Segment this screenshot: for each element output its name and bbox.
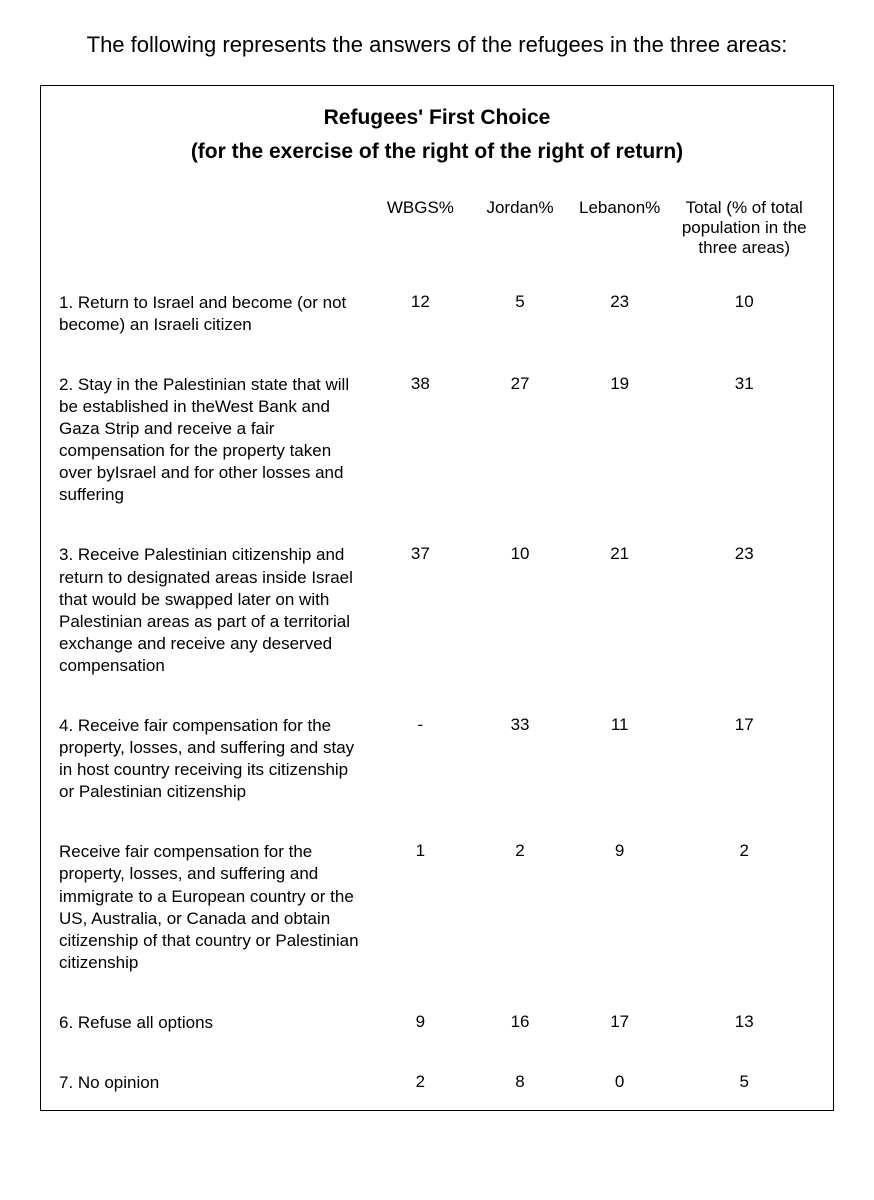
row-total: 5 bbox=[669, 1066, 819, 1098]
row-lebanon: 9 bbox=[570, 835, 670, 1006]
table-row: 2. Stay in the Palestinian state that wi… bbox=[55, 368, 819, 539]
data-table: WBGS% Jordan% Lebanon% Total (% of total… bbox=[55, 192, 819, 1098]
row-wbgs: 37 bbox=[371, 538, 471, 709]
row-jordan: 5 bbox=[470, 286, 570, 368]
row-label: 4. Receive fair compensation for the pro… bbox=[55, 709, 371, 835]
row-lebanon: 23 bbox=[570, 286, 670, 368]
row-jordan: 27 bbox=[470, 368, 570, 539]
row-jordan: 2 bbox=[470, 835, 570, 1006]
row-lebanon: 17 bbox=[570, 1006, 670, 1066]
row-label: Receive fair compensation for the proper… bbox=[55, 835, 371, 1006]
row-jordan: 8 bbox=[470, 1066, 570, 1098]
col-header-total: Total (% of total population in the thre… bbox=[669, 192, 819, 286]
row-total: 10 bbox=[669, 286, 819, 368]
intro-text: The following represents the answers of … bbox=[40, 30, 834, 60]
row-label: 3. Receive Palestinian citizenship and r… bbox=[55, 538, 371, 709]
row-total: 23 bbox=[669, 538, 819, 709]
table-container: Refugees' First Choice (for the exercise… bbox=[40, 85, 834, 1111]
row-total: 31 bbox=[669, 368, 819, 539]
row-lebanon: 21 bbox=[570, 538, 670, 709]
row-lebanon: 19 bbox=[570, 368, 670, 539]
row-wbgs: - bbox=[371, 709, 471, 835]
row-jordan: 33 bbox=[470, 709, 570, 835]
row-total: 17 bbox=[669, 709, 819, 835]
row-wbgs: 9 bbox=[371, 1006, 471, 1066]
table-row: 4. Receive fair compensation for the pro… bbox=[55, 709, 819, 835]
row-wbgs: 12 bbox=[371, 286, 471, 368]
row-total: 13 bbox=[669, 1006, 819, 1066]
row-wbgs: 1 bbox=[371, 835, 471, 1006]
col-header-jordan: Jordan% bbox=[470, 192, 570, 286]
row-lebanon: 0 bbox=[570, 1066, 670, 1098]
row-label: 1. Return to Israel and become (or not b… bbox=[55, 286, 371, 368]
row-wbgs: 38 bbox=[371, 368, 471, 539]
col-header-blank bbox=[55, 192, 371, 286]
table-subtitle: (for the exercise of the right of the ri… bbox=[55, 140, 819, 164]
col-header-wbgs: WBGS% bbox=[371, 192, 471, 286]
table-title: Refugees' First Choice bbox=[55, 106, 819, 130]
col-header-lebanon: Lebanon% bbox=[570, 192, 670, 286]
row-label: 2. Stay in the Palestinian state that wi… bbox=[55, 368, 371, 539]
row-jordan: 16 bbox=[470, 1006, 570, 1066]
row-lebanon: 11 bbox=[570, 709, 670, 835]
table-row: 7. No opinion 2 8 0 5 bbox=[55, 1066, 819, 1098]
row-jordan: 10 bbox=[470, 538, 570, 709]
table-row: 3. Receive Palestinian citizenship and r… bbox=[55, 538, 819, 709]
row-total: 2 bbox=[669, 835, 819, 1006]
table-row: Receive fair compensation for the proper… bbox=[55, 835, 819, 1006]
table-header-row: WBGS% Jordan% Lebanon% Total (% of total… bbox=[55, 192, 819, 286]
table-row: 6. Refuse all options 9 16 17 13 bbox=[55, 1006, 819, 1066]
row-wbgs: 2 bbox=[371, 1066, 471, 1098]
table-row: 1. Return to Israel and become (or not b… bbox=[55, 286, 819, 368]
row-label: 7. No opinion bbox=[55, 1066, 371, 1098]
row-label: 6. Refuse all options bbox=[55, 1006, 371, 1066]
